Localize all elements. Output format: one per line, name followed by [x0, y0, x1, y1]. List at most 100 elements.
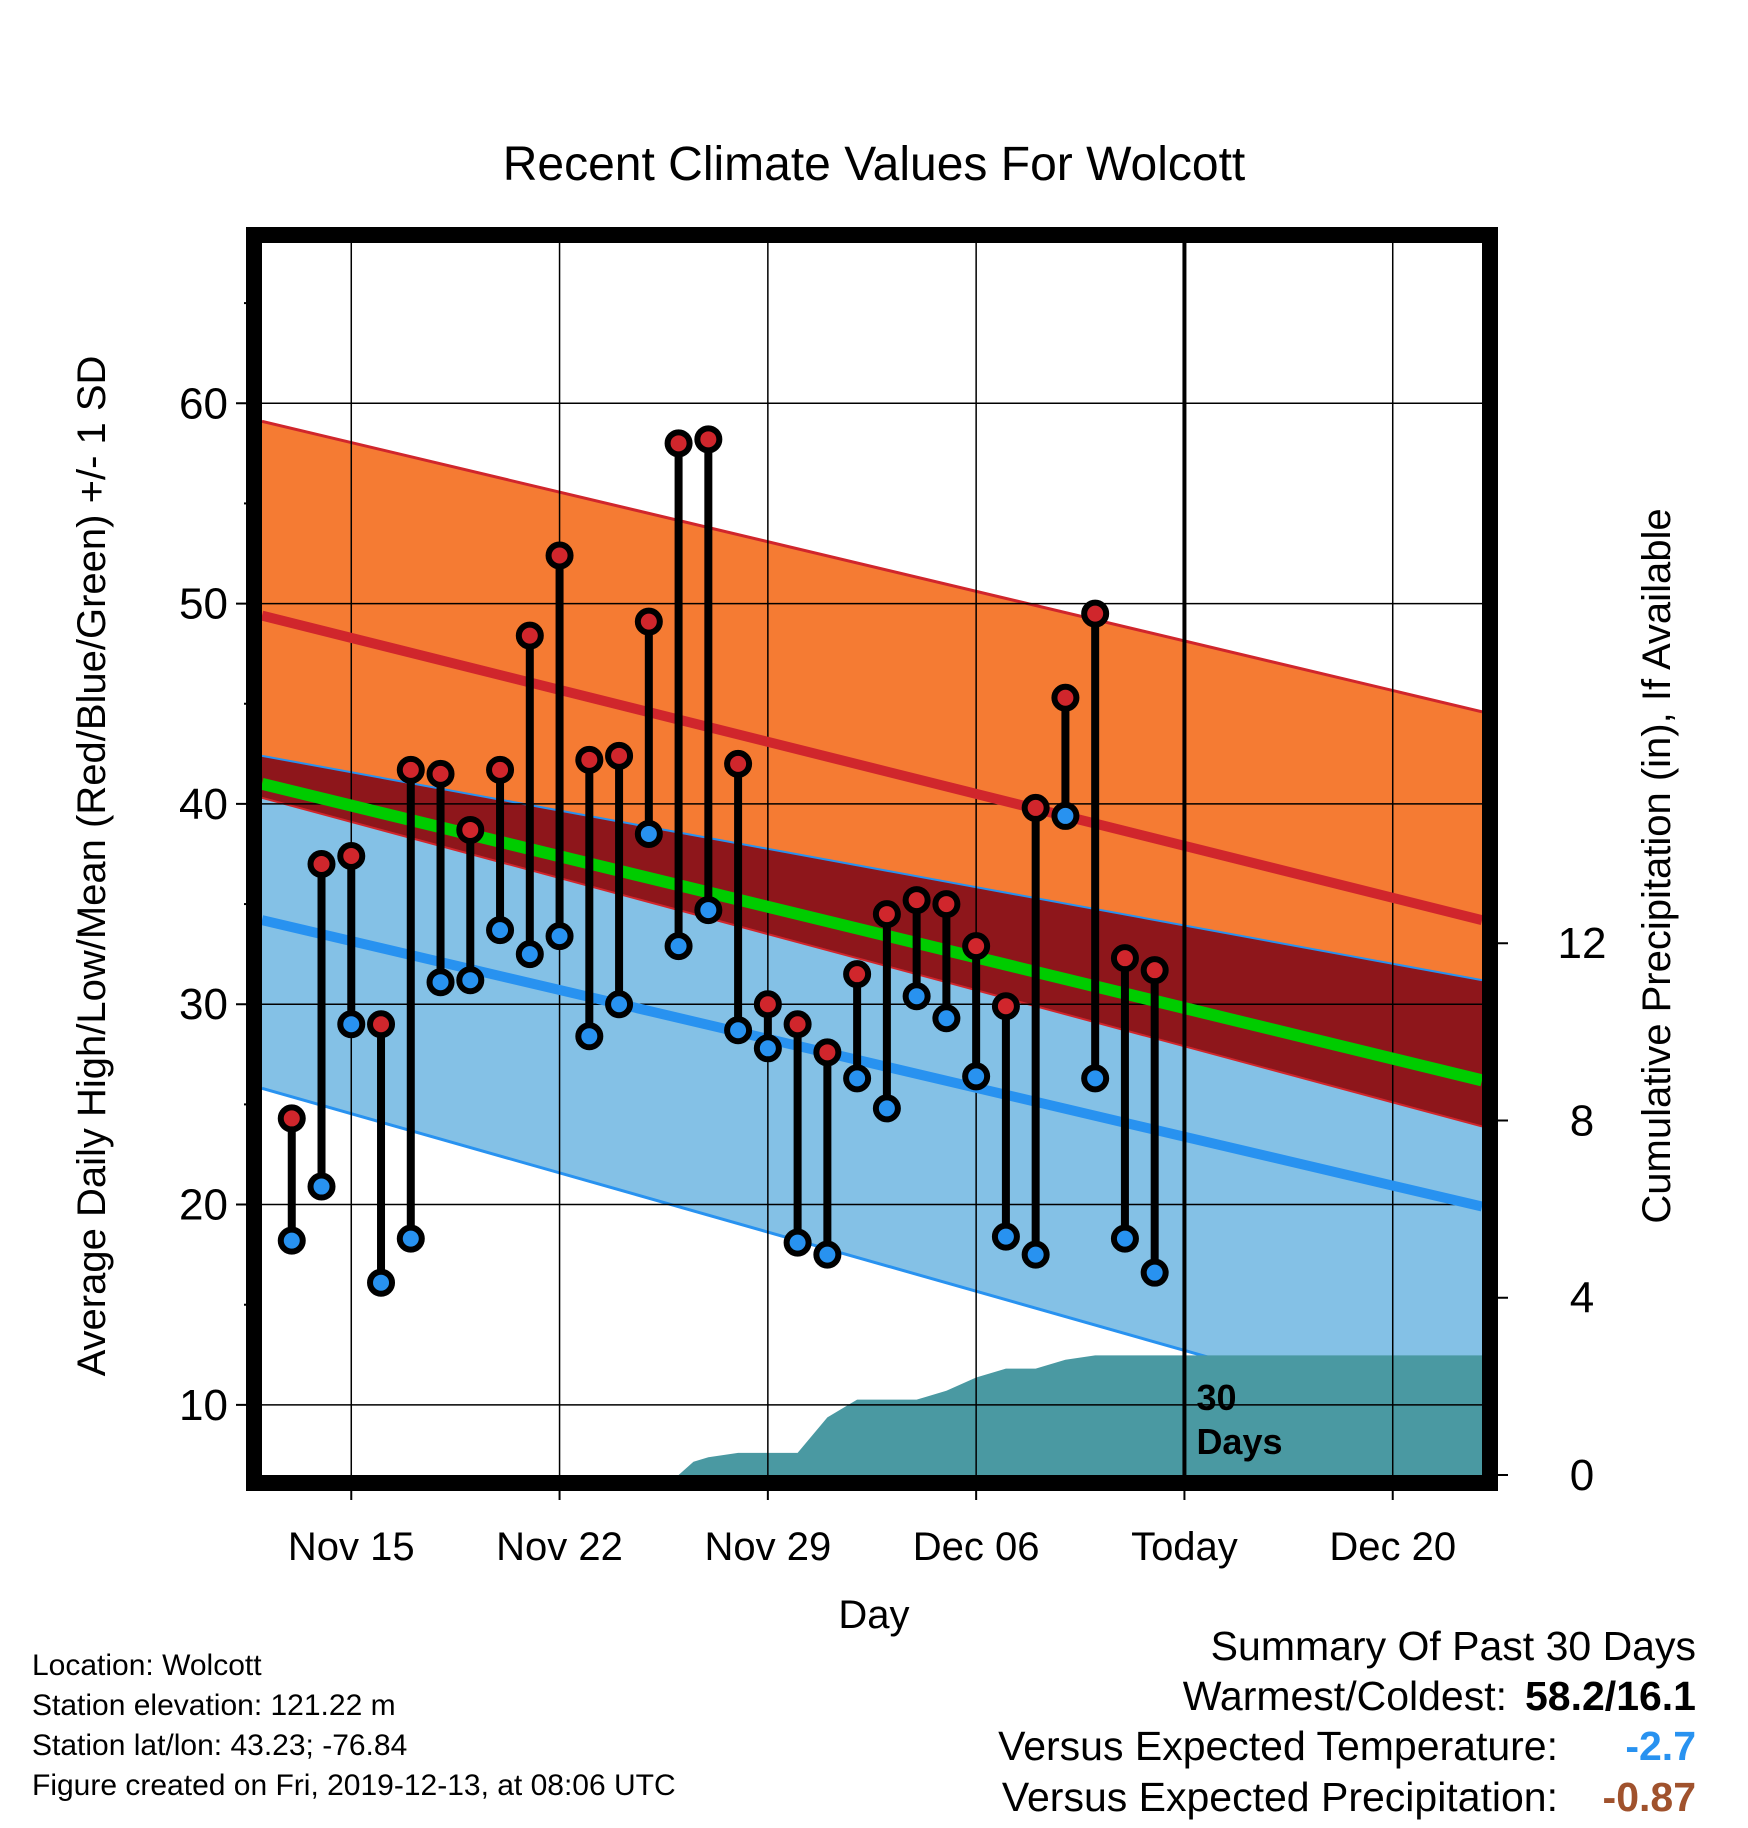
low-point [337, 1010, 366, 1039]
y-tick-label: 20 [179, 1181, 228, 1230]
low-point [605, 990, 634, 1019]
low-point [962, 1062, 991, 1091]
low-plus-sd-edge [262, 796, 1482, 1128]
x-tick-label: Today [1131, 1525, 1238, 1569]
low-point [843, 1064, 872, 1093]
high-point [426, 759, 455, 788]
high-point [1081, 599, 1110, 628]
low-point [1140, 1258, 1169, 1287]
x-tick-label: Dec 06 [913, 1525, 1040, 1569]
high-point [962, 932, 991, 961]
high-point [902, 886, 931, 915]
low-point [664, 932, 693, 961]
x-tick-label: Nov 15 [288, 1525, 415, 1569]
high-point [367, 1010, 396, 1039]
footer-location: Location: Wolcott [32, 1649, 262, 1682]
x-tick-label: Dec 20 [1329, 1525, 1456, 1569]
y-tick-label: 40 [179, 780, 228, 829]
high-point [277, 1104, 306, 1133]
high-point [575, 745, 604, 774]
high-point [872, 900, 901, 929]
low-point [783, 1228, 812, 1257]
x-axis-label: Day [838, 1593, 909, 1637]
high-point [486, 755, 515, 784]
high-point [545, 541, 574, 570]
x-tick-label: Nov 22 [496, 1525, 623, 1569]
low-point [991, 1222, 1020, 1251]
low-sd-band [262, 797, 1482, 1435]
y2-axis-label: Cumulative Precipitation (in), If Availa… [1635, 508, 1679, 1223]
summary-temperature: Versus Expected Temperature: -2.7 [998, 1726, 1696, 1767]
summary-heading-text: Summary Of Past 30 Days [1210, 1623, 1696, 1669]
high-point [991, 992, 1020, 1021]
low-point [753, 1034, 782, 1063]
high-point [753, 990, 782, 1019]
summary-precipitation: Versus Expected Precipitation: -0.87 [1002, 1777, 1696, 1818]
low-point [872, 1094, 901, 1123]
low-point [1110, 1224, 1139, 1253]
high-point [634, 607, 663, 636]
temp-label: Versus Expected Temperature: [998, 1723, 1558, 1769]
today-window-label-line: Days [1196, 1421, 1282, 1462]
today-window-label-line: 30 [1196, 1377, 1236, 1418]
warm-cold-value: 58.2/16.1 [1525, 1673, 1696, 1719]
x-tick-label: Nov 29 [704, 1525, 831, 1569]
precipitation-area [678, 1355, 1482, 1475]
low-point [545, 922, 574, 951]
low-point [396, 1224, 425, 1253]
low-point [277, 1226, 306, 1255]
plot-frame [246, 227, 1498, 1491]
high-point [843, 960, 872, 989]
y2-tick-label: 8 [1570, 1096, 1594, 1145]
low-point [813, 1240, 842, 1269]
y2-tick-label: 0 [1570, 1451, 1594, 1500]
low-point [932, 1004, 961, 1033]
high-point [813, 1038, 842, 1067]
high-point [1021, 793, 1050, 822]
low-point [456, 966, 485, 995]
today-window-label: 30 Days [1196, 1377, 1282, 1462]
precip-value: -0.87 [1602, 1774, 1696, 1820]
y-axis-label: Average Daily High/Low/Mean (Red/Blue/Gr… [70, 356, 114, 1377]
normal-high-line [262, 610, 1482, 925]
y-tick-label: 50 [179, 580, 228, 629]
low-point [634, 819, 663, 848]
low-point [694, 896, 723, 925]
low-point [307, 1172, 336, 1201]
high-point [1110, 944, 1139, 973]
high-point [456, 815, 485, 844]
summary-warm-cold: Warmest/Coldest: 58.2/16.1 [1183, 1676, 1696, 1717]
low-point [367, 1268, 396, 1297]
summary-heading: Summary Of Past 30 Days [1211, 1626, 1696, 1667]
high-point [307, 850, 336, 879]
precip-label: Versus Expected Precipitation: [1001, 1774, 1558, 1820]
low-point [1081, 1064, 1110, 1093]
low-point [426, 968, 455, 997]
high-point [396, 755, 425, 784]
y2-tick-label: 12 [1558, 919, 1607, 968]
y-tick-label: 30 [179, 980, 228, 1029]
y2-tick-label: 4 [1570, 1274, 1594, 1323]
high-point [515, 621, 544, 650]
high-point [724, 749, 753, 778]
warm-cold-label: Warmest/Coldest: [1182, 1673, 1507, 1719]
y-tick-label: 60 [179, 379, 228, 428]
footer-created: Figure created on Fri, 2019-12-13, at 08… [32, 1769, 676, 1802]
low-point [1051, 801, 1080, 830]
chart-title: Recent Climate Values For Wolcott [503, 138, 1246, 191]
low-point [724, 1016, 753, 1045]
footer-latlon: Station lat/lon: 43.23; -76.84 [32, 1729, 408, 1762]
low-point [515, 940, 544, 969]
high-point [337, 841, 366, 870]
high-point [605, 741, 634, 770]
high-plus-sd-edge [262, 419, 1482, 714]
high-point [694, 425, 723, 454]
high-point [1051, 683, 1080, 712]
high-point [664, 429, 693, 458]
low-point [1021, 1240, 1050, 1269]
high-point [783, 1010, 812, 1039]
footer-elevation: Station elevation: 121.22 m [32, 1689, 396, 1722]
high-point [932, 890, 961, 919]
